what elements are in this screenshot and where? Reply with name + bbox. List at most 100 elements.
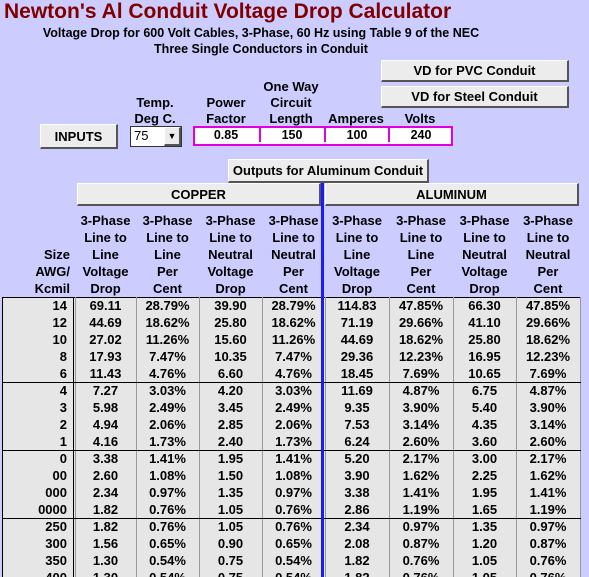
data-cell: 1.41% <box>275 451 312 466</box>
column-header: Line to <box>146 230 189 245</box>
size-cell: 0000 <box>38 502 67 517</box>
data-cell: 2.40 <box>217 434 244 449</box>
data-cell: 1.30 <box>92 553 119 568</box>
data-cell: 6.24 <box>344 434 370 449</box>
data-cell: 16.95 <box>468 349 501 364</box>
data-cell: 3.38 <box>344 485 370 500</box>
column-header: Line to <box>272 230 315 245</box>
column-header: Per <box>537 264 559 279</box>
data-cell: 4.87% <box>529 383 567 398</box>
column-header: Drop <box>215 281 246 296</box>
group-header[interactable]: ALUMINUM <box>325 183 579 206</box>
data-cell: 0.76% <box>402 553 440 568</box>
data-cell: 39.90 <box>214 298 247 313</box>
data-cell: 0.54% <box>136 569 199 577</box>
column-header: Neutral <box>271 247 316 262</box>
data-cell: 18.62% <box>398 332 444 347</box>
data-cell: 114.83 <box>337 298 377 313</box>
data-cell: 1.19% <box>529 502 567 517</box>
data-cell: 0.76% <box>149 519 186 534</box>
column-header: Neutral <box>208 247 253 262</box>
data-cell: 3.60 <box>471 434 498 449</box>
data-cell: 2.34 <box>344 519 370 534</box>
column-header: 3-Phase <box>205 213 256 228</box>
data-cell: 3.14% <box>529 417 567 432</box>
data-cell: 5.40 <box>471 400 498 415</box>
column-header: Line to <box>209 230 252 245</box>
data-cell: 2.34 <box>92 485 119 500</box>
data-cell: 10.35 <box>214 349 247 364</box>
data-cell: 1.05 <box>471 553 498 568</box>
group-separator <box>2 518 581 519</box>
data-cell: 1.62% <box>529 468 567 483</box>
dropdown-arrow[interactable]: ▼ <box>164 127 181 146</box>
data-cell: 7.69% <box>529 366 567 381</box>
column-header: Drop <box>341 281 373 296</box>
data-cell: 7.47% <box>275 349 312 364</box>
data-cell: 4.16 <box>92 434 119 449</box>
data-cell: 1.82 <box>92 502 119 517</box>
size-header: Kcmil <box>34 281 70 296</box>
field-label: Power <box>206 95 246 110</box>
field-label: One Way <box>263 79 319 94</box>
grid-line <box>262 297 263 577</box>
data-cell: 1.05 <box>217 502 244 517</box>
input-value[interactable]: 240 <box>388 128 452 142</box>
outputs-button[interactable]: Outputs for Aluminum Conduit <box>228 159 429 183</box>
data-cell: 4.94 <box>92 417 119 432</box>
data-cell: 2.86 <box>344 502 370 517</box>
data-cell: 0.65% <box>275 536 312 551</box>
data-cell: 0.76% <box>149 502 186 517</box>
temperature-select[interactable]: 75 ▼ <box>130 126 182 147</box>
data-cell: 4.35 <box>471 417 498 432</box>
field-label: Volts <box>404 111 436 126</box>
subtitle: Voltage Drop for 600 Volt Cables, 3-Phas… <box>42 26 480 40</box>
grid-line <box>75 297 76 577</box>
grid-line <box>325 297 326 577</box>
data-cell: 25.80 <box>214 315 247 330</box>
data-cell: 18.62% <box>271 315 316 330</box>
inputs-button[interactable]: INPUTS <box>40 124 118 149</box>
data-cell: 5.20 <box>344 451 370 466</box>
data-cell: 0.54% <box>262 569 325 577</box>
size-cell: 00 <box>52 468 67 483</box>
field-label: Length <box>269 111 313 126</box>
column-header: Line <box>92 247 119 262</box>
data-cell: 11.26% <box>145 332 190 347</box>
input-value[interactable]: 0.85 <box>213 128 239 142</box>
data-cell: 1.05 <box>217 519 244 534</box>
data-cell: 44.69 <box>89 315 122 330</box>
column-header: Per <box>283 264 304 279</box>
data-cell: 5.98 <box>92 400 119 415</box>
column-header: Per <box>157 264 178 279</box>
data-cell: 0.97% <box>149 485 186 500</box>
data-cell: 7.27 <box>92 383 119 398</box>
data-cell: 0.76% <box>275 502 312 517</box>
select-value: 75 <box>134 128 149 143</box>
column-header: Neutral <box>462 247 507 262</box>
data-cell: 1.41% <box>402 485 440 500</box>
data-cell: 1.56 <box>92 536 119 551</box>
size-cell: 0 <box>59 451 67 466</box>
group-header[interactable]: COPPER <box>77 183 321 206</box>
input-value[interactable]: 150 <box>259 128 323 142</box>
pvc-button[interactable]: VD for PVC Conduit <box>381 60 569 82</box>
data-cell: 18.62% <box>145 315 190 330</box>
size-cell: 250 <box>45 519 67 534</box>
data-cell: 0.76% <box>275 519 312 534</box>
column-header: Neutral <box>525 247 571 262</box>
data-cell: 1.19% <box>402 502 440 517</box>
steel-button[interactable]: VD for Steel Conduit <box>381 86 569 108</box>
field-label: Deg C. <box>134 111 176 126</box>
data-cell: 27.02 <box>89 332 122 347</box>
column-header: Cent <box>406 281 436 296</box>
data-cell: 69.11 <box>89 298 122 313</box>
data-cell: 4.76% <box>149 366 186 381</box>
data-cell: 47.85% <box>525 298 571 313</box>
input-value[interactable]: 100 <box>324 128 388 142</box>
size-cell: 10 <box>52 332 67 347</box>
field-label: Amperes <box>328 111 384 126</box>
data-cell: 0.87% <box>402 536 440 551</box>
field-label: Factor <box>206 111 246 126</box>
